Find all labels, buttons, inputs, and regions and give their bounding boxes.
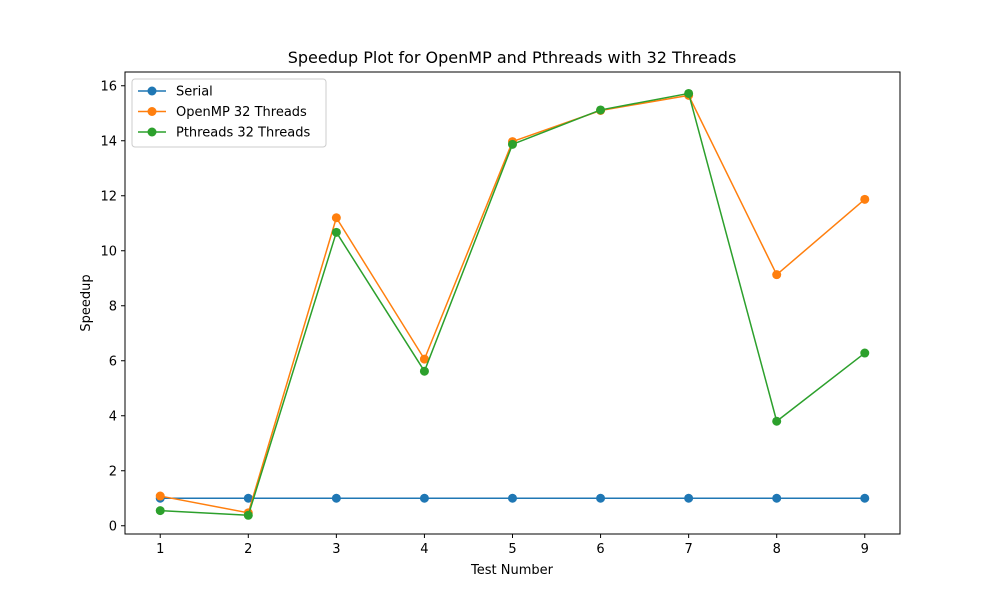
legend: Serial OpenMP 32 Threads Pthreads 32 Threa…	[131, 78, 327, 148]
y-tick-label: 16	[100, 79, 117, 94]
legend-entry-pthreads-32-threads: Pthreads 32 Threads	[138, 126, 310, 141]
data-point-serial	[243, 493, 253, 503]
legend-label: OpenMP 32 Threads	[176, 105, 307, 120]
y-tick-label: 0	[109, 519, 117, 534]
legend-entry-serial: Serial	[138, 85, 213, 100]
y-axis: 0 2 4 6 8 10 12 14 16	[100, 79, 125, 534]
legend-marker	[147, 127, 157, 137]
data-point-openmp-32-threads	[772, 270, 782, 280]
x-tick-label: 9	[861, 542, 869, 557]
legend-label: Pthreads 32 Threads	[176, 126, 310, 141]
data-point-openmp-32-threads	[860, 194, 870, 204]
data-point-pthreads-32-threads	[596, 105, 606, 115]
y-tick-label: 10	[100, 244, 117, 259]
x-tick-label: 3	[332, 542, 340, 557]
x-tick-label: 4	[420, 542, 428, 557]
data-point-pthreads-32-threads	[243, 510, 253, 520]
data-point-pthreads-32-threads	[419, 366, 429, 376]
legend-marker	[147, 86, 157, 96]
data-point-pthreads-32-threads	[331, 227, 341, 237]
data-point-openmp-32-threads	[155, 491, 165, 501]
x-tick-label: 8	[773, 542, 781, 557]
x-tick-label: 6	[596, 542, 604, 557]
data-point-openmp-32-threads	[419, 354, 429, 364]
series-openmp-32-threads	[155, 90, 870, 518]
data-point-pthreads-32-threads	[684, 88, 694, 98]
data-point-pthreads-32-threads	[860, 348, 870, 358]
y-tick-label: 14	[100, 134, 117, 149]
x-tick-label: 1	[156, 542, 164, 557]
y-tick-label: 4	[109, 409, 117, 424]
y-tick-label: 2	[109, 464, 117, 479]
chart-title: Speedup Plot for OpenMP and Pthreads wit…	[288, 48, 737, 67]
y-tick-label: 6	[109, 354, 117, 369]
legend-marker	[147, 107, 157, 116]
series-serial	[155, 493, 870, 503]
data-point-serial	[684, 493, 694, 503]
x-tick-label: 5	[508, 542, 516, 557]
data-point-serial	[772, 493, 782, 503]
x-axis: 1 2 3 4 5 6 7 8 9	[156, 534, 869, 557]
x-tick-label: 7	[684, 542, 692, 557]
y-tick-label: 8	[109, 299, 117, 314]
x-axis-label: Test Number	[470, 563, 554, 578]
legend-label: Serial	[176, 85, 213, 100]
y-tick-label: 12	[100, 189, 117, 204]
data-point-serial	[508, 493, 517, 503]
legend-frame	[131, 78, 327, 148]
plot-area	[155, 88, 870, 520]
data-point-openmp-32-threads	[331, 213, 341, 223]
data-point-pthreads-32-threads	[772, 416, 782, 426]
data-point-pthreads-32-threads	[155, 506, 165, 516]
data-point-serial	[596, 493, 606, 503]
data-point-serial	[419, 493, 429, 503]
x-tick-label: 2	[244, 542, 252, 557]
y-axis-label: Speedup	[79, 274, 94, 331]
data-point-pthreads-32-threads	[508, 139, 517, 149]
legend-entry-openmp-32-threads: OpenMP 32 Threads	[138, 105, 307, 120]
data-point-serial	[331, 493, 341, 503]
series-line-openmp-32-threads	[160, 94, 866, 514]
series-pthreads-32-threads	[155, 88, 870, 520]
data-point-serial	[860, 493, 870, 503]
